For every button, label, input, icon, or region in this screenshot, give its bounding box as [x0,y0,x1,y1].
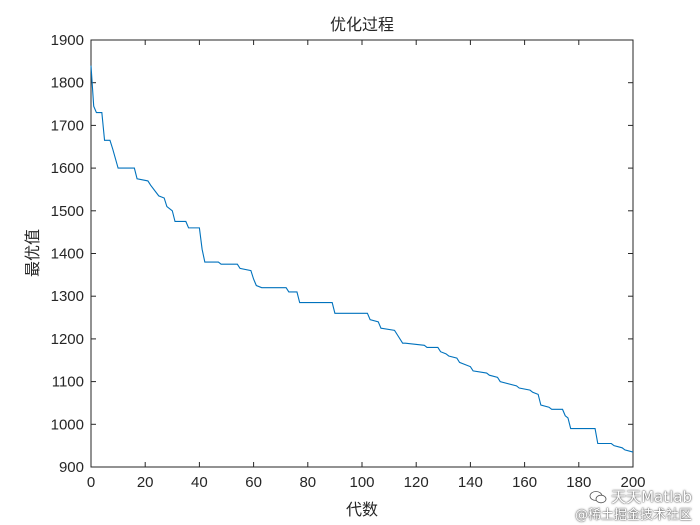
watermark-channel: 天天Matlab [589,486,692,507]
y-tick-label: 1200 [51,331,84,348]
y-tick-label: 1700 [51,117,84,134]
x-tick-label: 20 [137,474,154,491]
series-line [90,65,634,453]
y-tick-label: 1600 [51,160,84,177]
watermark-community: @稀土掘金技术社区 [574,508,692,523]
y-tick-label: 1300 [51,288,84,305]
x-tick-label: 160 [512,474,537,491]
x-tick-label: 180 [566,474,591,491]
y-tick-label: 1500 [51,203,84,220]
x-axis: 0 20 40 60 80 100 120 140 160 180 200 [87,40,646,491]
x-tick-label: 60 [245,474,262,491]
y-axis-label: 最优值 [23,229,42,277]
x-axis-label: 代数 [346,500,378,519]
y-tick-label: 900 [59,459,84,476]
y-tick-label: 1100 [52,374,84,391]
wechat-icon [589,490,607,503]
chart-title: 优化过程 [330,15,394,34]
x-tick-label: 40 [191,474,208,491]
y-tick-label: 1400 [51,246,84,263]
y-tick-label: 1900 [51,32,84,49]
y-tick-label: 1800 [51,75,84,92]
watermark-channel-text: 天天Matlab [611,488,692,506]
x-tick-label: 0 [87,474,95,491]
x-tick-label: 200 [620,474,645,491]
x-tick-label: 120 [404,474,429,491]
y-tick-label: 1000 [51,416,84,433]
x-tick-label: 140 [458,474,483,491]
y-axis: 900 1000 1100 1200 1300 1400 1500 1600 1700 1800 1… [51,32,633,476]
x-tick-label: 80 [299,474,316,491]
x-tick-label: 100 [349,474,374,491]
